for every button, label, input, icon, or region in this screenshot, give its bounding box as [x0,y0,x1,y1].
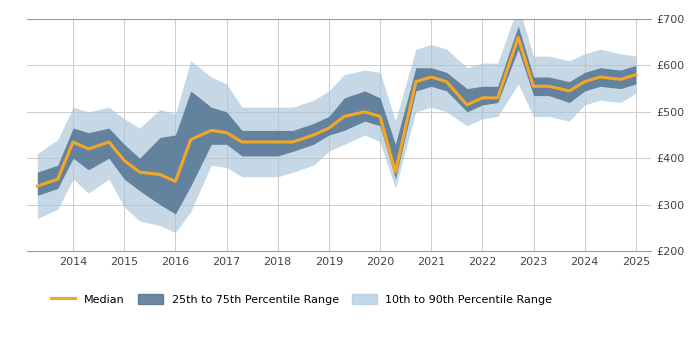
Legend: Median, 25th to 75th Percentile Range, 10th to 90th Percentile Range: Median, 25th to 75th Percentile Range, 1… [51,294,552,304]
